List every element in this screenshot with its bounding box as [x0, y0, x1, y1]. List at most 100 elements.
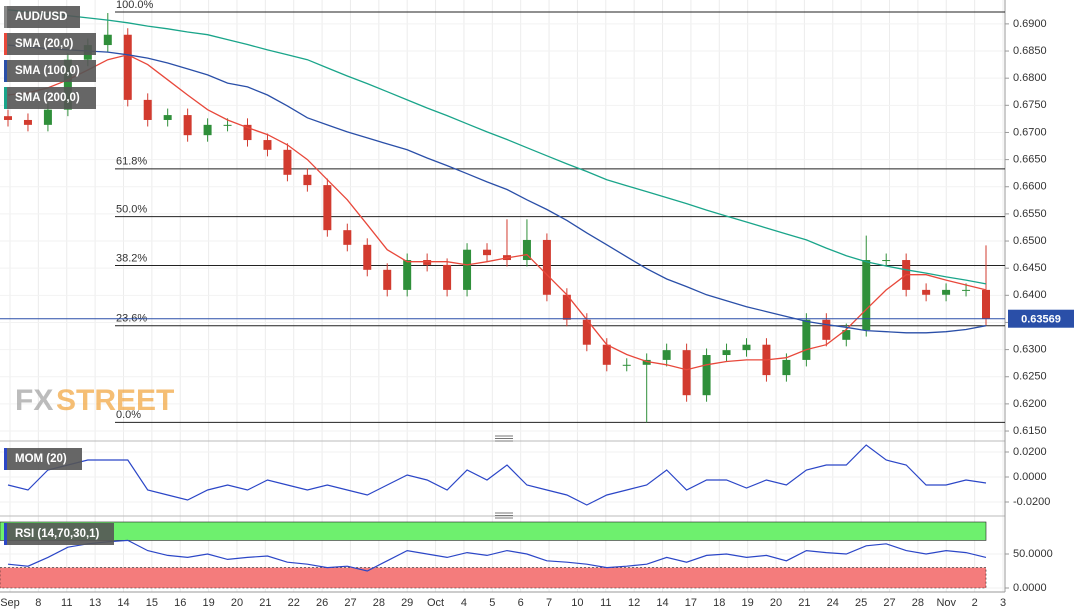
y-tick-label: 0.6650 [1013, 154, 1047, 166]
y-tick-label: 0.6250 [1013, 371, 1047, 383]
x-tick-label: 21 [259, 597, 271, 609]
legend-box [4, 33, 96, 55]
x-tick-label: 21 [798, 597, 810, 609]
candle-body [982, 289, 990, 319]
x-tick-label: Oct [427, 597, 444, 609]
legend-box [4, 60, 96, 82]
candle-body [463, 249, 472, 290]
y-tick-label: 0.0000 [1013, 582, 1047, 594]
fib-label: 50.0% [116, 204, 147, 216]
candle-body [542, 239, 551, 295]
y-tick-label: 0.6850 [1013, 45, 1047, 57]
fib-label: 100.0% [116, 0, 154, 11]
legend-swatch [4, 60, 7, 82]
candle-body [842, 330, 851, 340]
candle-body [742, 344, 751, 351]
legend-box [4, 6, 80, 28]
legend-swatch [4, 33, 7, 55]
candle-body [403, 260, 412, 290]
candle-body [143, 99, 152, 120]
y-tick-label: 0.6300 [1013, 344, 1047, 356]
y-tick-label: 0.6450 [1013, 262, 1047, 274]
candle-body [443, 264, 452, 290]
legend-swatch [4, 448, 7, 470]
y-tick-label: 0.6750 [1013, 99, 1047, 111]
candle-body [103, 34, 112, 46]
candle-body [622, 364, 631, 366]
x-tick-label: 14 [117, 597, 129, 609]
x-tick-label: 19 [742, 597, 754, 609]
y-tick-label: 0.6700 [1013, 126, 1047, 138]
legend-box [4, 448, 82, 470]
x-tick-label: 20 [231, 597, 243, 609]
candle-body [522, 239, 531, 261]
candle-body [203, 124, 212, 136]
x-tick-label: Nov [936, 597, 956, 609]
candle-body [862, 260, 871, 331]
indicator-line [7, 444, 987, 506]
watermark-street: STREET [56, 384, 174, 417]
last-price-tag [1008, 309, 1074, 328]
legend-box [4, 87, 96, 109]
candle-body [602, 344, 611, 365]
fib-label: 61.8% [116, 156, 147, 168]
x-tick-label: 13 [89, 597, 101, 609]
y-tick-label: -0.0200 [1013, 496, 1050, 508]
sma-line [7, 9, 987, 285]
x-tick-label: 12 [628, 597, 640, 609]
x-tick-label: 24 [827, 597, 839, 609]
y-tick-label: 0.6550 [1013, 208, 1047, 220]
candle-body [63, 59, 72, 110]
candle-body [43, 109, 52, 125]
candle-body [822, 319, 831, 340]
candle-body [4, 116, 12, 120]
legend-swatch [4, 523, 7, 545]
candle-body [962, 289, 971, 291]
fib-label: 38.2% [116, 252, 147, 264]
legend-label: MOM (20) [15, 453, 67, 465]
legend: AUD/USD SMA (20,0) SMA (100,0) SMA (200,0) M… [4, 6, 114, 545]
candle-body [582, 319, 591, 345]
sma-line [7, 44, 987, 334]
y-tick-label: 50.0000 [1013, 548, 1053, 560]
candle-body [942, 289, 951, 295]
candle-body [123, 34, 132, 100]
candle-body [223, 124, 232, 126]
x-tick-label: 8 [35, 597, 41, 609]
legend-box [4, 523, 114, 545]
candle-body [23, 119, 32, 125]
candle-body [323, 185, 332, 231]
indicator-line [7, 539, 987, 572]
candle-body [662, 350, 671, 360]
candle-body [702, 355, 711, 396]
x-tick-label: 7 [546, 597, 552, 609]
x-tick-label: 28 [373, 597, 385, 609]
x-tick-label: Sep [0, 597, 20, 609]
x-tick-label: 15 [146, 597, 158, 609]
candle-body [383, 269, 392, 290]
watermark-fx: FX [15, 384, 53, 417]
candle-body [343, 230, 352, 245]
legend-swatch [4, 6, 7, 28]
candle-body [882, 260, 891, 262]
y-tick-label: 0.0000 [1013, 471, 1047, 483]
y-tick-label: 0.6150 [1013, 425, 1047, 437]
x-tick-label: 28 [912, 597, 924, 609]
candle-body [183, 115, 192, 136]
candle-body [782, 359, 791, 376]
fib-label: 0.0% [116, 409, 141, 421]
x-tick-label: 25 [855, 597, 867, 609]
x-tick-label: 4 [461, 597, 467, 609]
x-tick-label: 27 [344, 597, 356, 609]
candle-body [722, 350, 731, 356]
y-tick-label: 0.6600 [1013, 181, 1047, 193]
x-tick-label: 22 [288, 597, 300, 609]
x-tick-label: 2 [972, 597, 978, 609]
x-tick-label: 10 [571, 597, 583, 609]
oversold-band [0, 567, 987, 589]
y-tick-label: 0.6500 [1013, 235, 1047, 247]
candle-body [642, 359, 651, 365]
panel-handle[interactable] [495, 435, 513, 519]
legend-label: AUD/USD [15, 11, 67, 23]
legend-label: RSI (14,70,30,1) [15, 528, 100, 540]
